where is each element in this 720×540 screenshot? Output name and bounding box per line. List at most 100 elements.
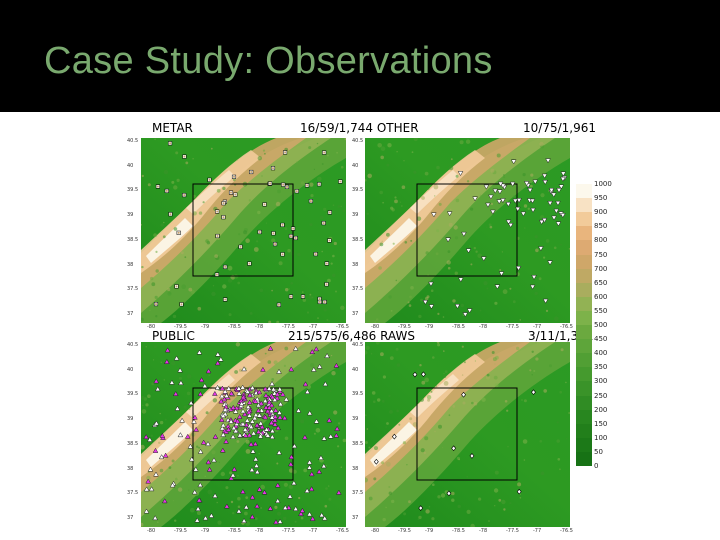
colorbar-segment <box>576 367 592 382</box>
terrain-texture <box>410 239 413 242</box>
y-tick-label: 39.5 <box>127 187 139 193</box>
terrain-texture <box>145 346 147 348</box>
terrain-texture <box>317 176 322 182</box>
station-marker <box>236 508 242 514</box>
terrain-texture <box>146 475 151 481</box>
terrain-texture <box>559 468 561 471</box>
terrain-texture <box>162 235 166 239</box>
terrain-texture <box>490 202 494 206</box>
terrain-texture <box>333 241 337 246</box>
terrain-texture <box>323 308 327 312</box>
terrain-texture <box>310 194 314 198</box>
x-tick-label: -79 <box>425 528 434 534</box>
station-marker <box>516 198 522 204</box>
terrain-band <box>410 170 459 214</box>
terrain-texture <box>433 184 439 190</box>
terrain-texture <box>413 170 417 174</box>
terrain-texture <box>176 178 180 182</box>
terrain-texture <box>460 303 464 308</box>
colorbar-label: 700 <box>594 264 608 273</box>
terrain-texture <box>565 381 567 384</box>
terrain-texture <box>417 368 420 371</box>
station-marker <box>274 391 281 397</box>
terrain-texture <box>149 309 151 312</box>
station-marker <box>542 298 549 304</box>
terrain-texture <box>186 391 191 396</box>
terrain-texture <box>316 142 319 145</box>
station-marker <box>260 366 266 372</box>
station-marker <box>242 426 248 432</box>
colorbar-label: 950 <box>594 194 608 203</box>
terrain-texture <box>381 399 385 403</box>
station-marker <box>306 410 313 416</box>
terrain-texture <box>271 289 273 292</box>
y-tick-label: 40.5 <box>127 138 139 144</box>
terrain-texture <box>388 491 392 495</box>
terrain-texture <box>365 414 367 417</box>
station-marker <box>256 486 263 492</box>
x-tick-label: -79 <box>425 324 434 330</box>
station-marker <box>218 417 225 423</box>
station-marker <box>276 386 283 392</box>
station-marker <box>287 461 294 467</box>
station-marker <box>246 412 253 418</box>
station-marker <box>492 188 499 194</box>
station-marker <box>334 425 340 431</box>
y-tick-label: 38 <box>352 466 359 472</box>
station-marker <box>252 441 259 447</box>
terrain-texture <box>141 522 144 527</box>
terrain-texture <box>222 186 226 191</box>
terrain-texture <box>400 205 403 207</box>
terrain-texture <box>367 173 372 179</box>
station-marker <box>219 385 226 391</box>
y-tick-label: 39 <box>127 212 134 218</box>
terrain-texture <box>237 460 239 462</box>
colorbar-segment <box>576 240 592 255</box>
terrain-texture <box>521 399 523 401</box>
terrain-texture <box>424 436 429 441</box>
terrain-texture <box>522 439 528 444</box>
terrain-texture <box>424 377 429 383</box>
terrain-texture <box>327 225 330 227</box>
terrain-texture <box>175 486 177 489</box>
station-marker <box>548 187 555 193</box>
terrain-texture <box>382 201 384 204</box>
y-tick-label: 37.5 <box>352 490 364 496</box>
terrain-texture <box>315 428 321 433</box>
terrain-texture <box>560 243 562 246</box>
station-marker <box>558 184 565 190</box>
y-tick-label: 37.5 <box>127 490 139 496</box>
terrain-texture <box>237 475 239 477</box>
station-marker <box>309 515 316 521</box>
station-marker <box>195 505 201 511</box>
colorbar-segment <box>576 198 592 213</box>
terrain-texture <box>153 345 157 349</box>
terrain-texture <box>326 212 328 214</box>
terrain-texture <box>197 306 202 311</box>
station-marker <box>241 366 247 372</box>
y-tick-label: 40 <box>127 163 134 169</box>
station-marker <box>169 379 175 385</box>
terrain-texture <box>243 230 248 235</box>
terrain-texture <box>380 155 384 160</box>
terrain-texture <box>494 301 498 305</box>
station-marker <box>304 487 310 493</box>
terrain-texture <box>284 227 288 230</box>
terrain-texture <box>380 352 384 357</box>
x-tick-label: -80 <box>371 528 380 534</box>
terrain-texture <box>330 262 333 265</box>
station-marker <box>322 381 329 387</box>
station-marker <box>237 432 243 438</box>
station-marker <box>542 179 549 185</box>
terrain-texture <box>141 224 142 226</box>
terrain-texture <box>489 225 493 229</box>
terrain-texture <box>309 182 314 187</box>
terrain-texture <box>179 376 182 380</box>
terrain-texture <box>523 399 527 403</box>
station-marker <box>291 443 298 449</box>
terrain-texture <box>328 497 332 501</box>
terrain-texture <box>421 180 425 183</box>
x-tick-label: -76.5 <box>560 528 573 534</box>
station-marker <box>333 432 340 438</box>
terrain-texture <box>403 160 405 162</box>
